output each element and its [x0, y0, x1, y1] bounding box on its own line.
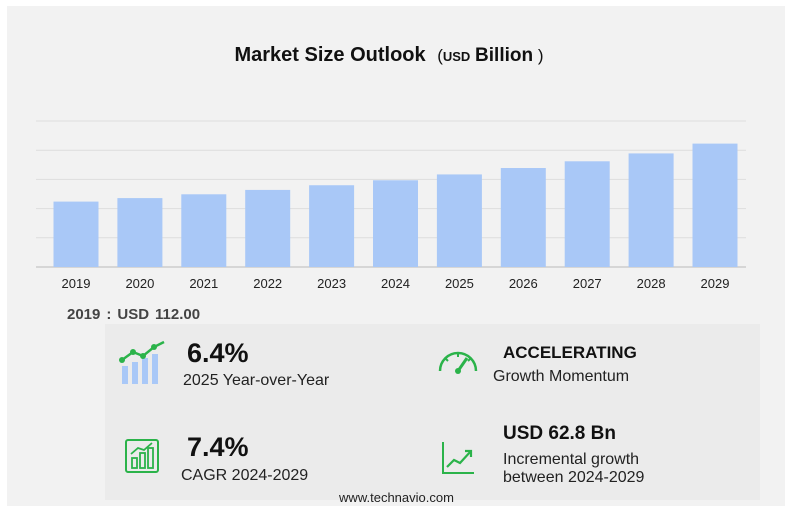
title-main: Market Size Outlook [234, 44, 426, 66]
chart-title: Market Size Outlook (USD Billion ) [0, 44, 778, 67]
bar-2021 [181, 194, 227, 267]
momentum-value: ACCELERATING [503, 343, 637, 362]
cagr-stat: 7.4% [187, 432, 249, 463]
stats-panel [105, 324, 760, 500]
x-tick-label: 2027 [573, 276, 602, 291]
yoy-value: 6.4% [187, 338, 249, 368]
x-tick-label: 2020 [125, 276, 154, 291]
cagr-stat-label: CAGR 2024-2029 [181, 467, 308, 485]
speedometer-icon [438, 351, 478, 374]
baseline-amount: 112.00 [155, 306, 201, 323]
momentum-stat: ACCELERATING [503, 343, 637, 363]
unit-currency: USD [442, 49, 471, 64]
x-tick-label: 2022 [253, 276, 282, 291]
yoy-label: 2025 Year-over-Year [183, 372, 330, 389]
x-tick-label: 2021 [189, 276, 218, 291]
incremental-stat-label: Incremental growth between 2024-2029 [503, 451, 644, 487]
unit-close: ) [537, 46, 544, 65]
x-tick-label: 2029 [701, 276, 730, 291]
momentum-label: Growth Momentum [493, 368, 630, 385]
x-tick-label: 2023 [317, 276, 346, 291]
x-tick-label: 2028 [637, 276, 666, 291]
baseline-sep: : [106, 306, 112, 323]
bar-2024 [373, 180, 418, 267]
cagr-value: 7.4% [187, 432, 249, 462]
x-tick-label: 2019 [62, 276, 91, 291]
incremental-stat: USD 62.8 Bn [503, 423, 616, 445]
bar-trend-icon [119, 340, 165, 384]
incremental-value: USD 62.8 Bn [503, 423, 616, 444]
bar-2019 [53, 201, 99, 267]
title-unit: (USD Billion ) [437, 45, 544, 66]
cagr-label: CAGR 2024-2029 [181, 467, 309, 484]
x-tick-label: 2026 [509, 276, 538, 291]
bar-2029 [692, 143, 738, 267]
yoy-stat: 6.4% [187, 338, 249, 369]
bar-2020 [117, 198, 163, 267]
yoy-stat-label: 2025 Year-over-Year [183, 372, 329, 390]
footer-source: www.technavio.com [339, 490, 454, 505]
bar-2023 [309, 185, 355, 267]
bar-chart: 2019 2020 2021 2022 2023 2024 2025 2026 2027 2028… [36, 120, 746, 291]
momentum-stat-label: Growth Momentum [493, 368, 629, 386]
bar-chart-icon [125, 439, 159, 473]
bar-2025 [436, 174, 482, 267]
unit-scale: Billion [475, 45, 534, 66]
incremental-label-line2: between 2024-2029 [503, 469, 645, 486]
x-tick-label: 2024 [381, 276, 410, 291]
bar-2022 [245, 189, 291, 267]
incremental-label-line1: Incremental growth [503, 451, 640, 468]
bar-2026 [500, 168, 546, 267]
baseline-currency: USD [117, 306, 150, 323]
bar-2027 [564, 161, 610, 267]
baseline-year: 2019 [67, 306, 101, 323]
line-chart-icon [442, 442, 474, 474]
bar-2028 [628, 153, 674, 267]
baseline-value: 2019: USD 112.00 [67, 306, 206, 323]
unit-open: ( [437, 46, 443, 65]
x-tick-label: 2025 [445, 276, 474, 291]
